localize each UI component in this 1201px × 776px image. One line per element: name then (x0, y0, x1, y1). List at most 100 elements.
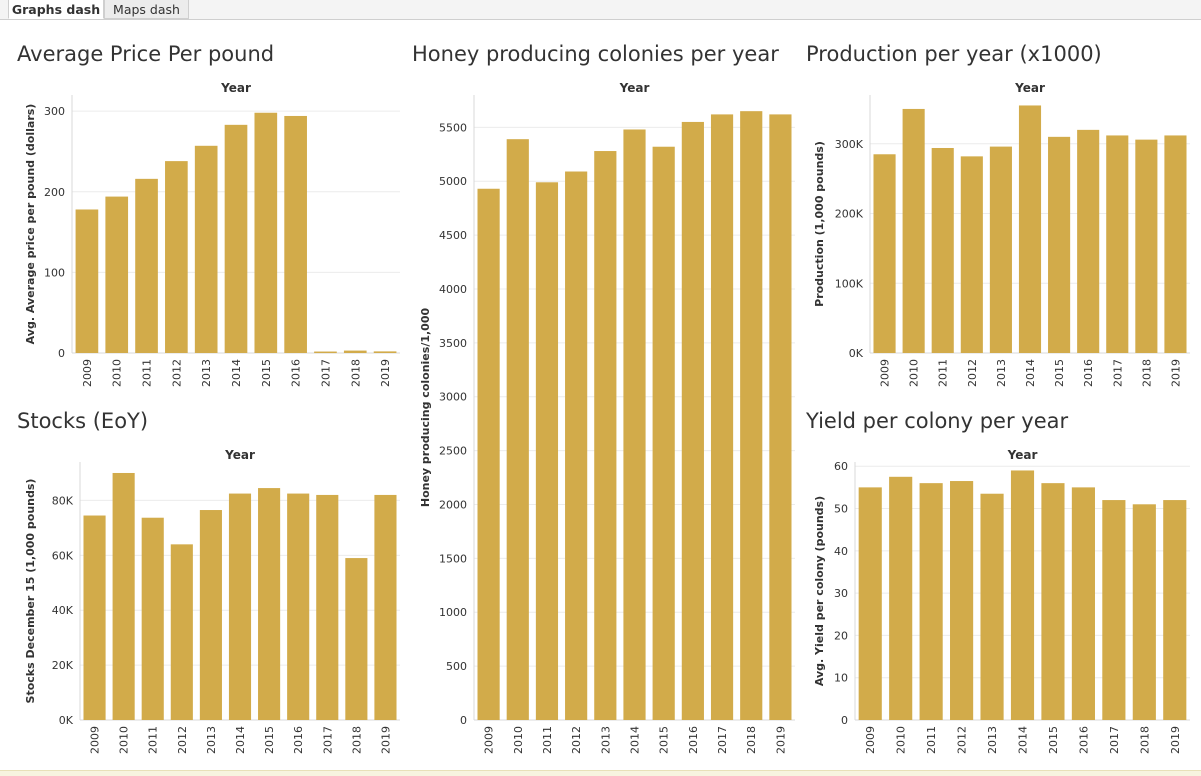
y-tick-label: 40K (52, 604, 74, 617)
x-tick-label: 2018 (349, 359, 362, 387)
bar-2018 (343, 350, 367, 353)
bar-2017 (1106, 135, 1129, 353)
x-tick-label: 2014 (629, 726, 642, 754)
y-tick-label: 40 (834, 545, 848, 558)
column-header: Year (1007, 448, 1038, 462)
x-tick-label: 2014 (1024, 359, 1037, 387)
x-tick-label: 2013 (200, 359, 213, 387)
x-tick-label: 2010 (908, 359, 921, 387)
bar-2018 (740, 111, 763, 720)
bar-2015 (1041, 483, 1065, 720)
bar-2015 (652, 146, 675, 721)
y-tick-label: 3000 (439, 391, 467, 404)
x-tick-label: 2017 (321, 726, 334, 754)
x-tick-label: 2012 (966, 359, 979, 387)
y-tick-label: 200K (835, 208, 864, 221)
x-tick-label: 2017 (1108, 726, 1121, 754)
bar-2013 (980, 493, 1004, 720)
x-tick-label: 2009 (89, 726, 102, 754)
x-tick-label: 2019 (774, 726, 787, 754)
bar-2017 (1102, 500, 1126, 720)
x-tick-label: 2011 (541, 726, 554, 754)
x-tick-label: 2016 (292, 726, 305, 754)
x-tick-label: 2010 (118, 726, 131, 754)
y-tick-label: 20K (52, 659, 74, 672)
x-tick-label: 2010 (111, 359, 124, 387)
tab-maps-dash[interactable]: Maps dash (104, 0, 189, 19)
column-header: Year (619, 81, 650, 95)
y-tick-label: 200 (44, 186, 65, 199)
x-tick-label: 2016 (687, 726, 700, 754)
y-tick-label: 2500 (439, 445, 467, 458)
bar-2019 (1163, 500, 1187, 720)
y-tick-label: 500 (446, 660, 467, 673)
x-tick-label: 2012 (170, 359, 183, 387)
bar-2014 (623, 129, 646, 720)
x-tick-label: 2015 (260, 359, 273, 387)
y-axis-label: Stocks December 15 (1,000 pounds) (24, 479, 37, 704)
x-tick-label: 2014 (1017, 726, 1030, 754)
x-tick-label: 2015 (658, 726, 671, 754)
y-axis-label: Avg. Yield per colony (pounds) (813, 496, 826, 686)
x-tick-label: 2012 (570, 726, 583, 754)
tab-graphs-dash[interactable]: Graphs dash (8, 0, 104, 19)
bar-2014 (1010, 470, 1035, 720)
y-tick-label: 0 (58, 347, 65, 360)
x-tick-label: 2009 (864, 726, 877, 754)
panel-title-production: Production per year (x1000) (806, 42, 1102, 66)
x-tick-label: 2019 (1169, 359, 1182, 387)
bar-2015 (254, 112, 278, 353)
bar-2009 (83, 515, 106, 720)
chart-stocks-eoy: 0K 20K 40K 60K 80K Year Stocks December 15 (1,… (24, 448, 400, 754)
x-tick-label: 2012 (956, 726, 969, 754)
bar-2016 (1071, 487, 1095, 720)
y-tick-label: 20 (834, 629, 848, 642)
x-tick-label: 2019 (379, 726, 392, 754)
bottom-status-strip (0, 770, 1201, 776)
x-tick-label: 2018 (1140, 359, 1153, 387)
bar-2015 (1048, 136, 1071, 353)
bar-2011 (135, 178, 158, 353)
bar-2009 (477, 188, 500, 720)
column-header: Year (224, 448, 255, 462)
bar-2016 (287, 493, 310, 720)
x-tick-label: 2013 (986, 726, 999, 754)
bar-2016 (284, 115, 307, 354)
bar-2014 (228, 493, 252, 720)
y-tick-label: 50 (834, 503, 848, 516)
bar-2019 (769, 114, 792, 721)
panel-title-price: Average Price Per pound (17, 42, 275, 66)
bar-2015 (258, 488, 281, 720)
panel-title-yield: Yield per colony per year (806, 409, 1069, 433)
bar-2012 (165, 161, 188, 353)
bar-2009 (873, 154, 896, 353)
x-tick-label: 2011 (147, 726, 160, 754)
y-tick-label: 100K (835, 277, 864, 290)
x-tick-label: 2015 (1053, 359, 1066, 387)
chart-production-per-year: 0K 100K 200K 300K Year Production (1,000 poun… (813, 81, 1190, 387)
x-tick-label: 2011 (141, 359, 154, 387)
x-tick-label: 2015 (1047, 726, 1060, 754)
x-tick-label: 2009 (81, 359, 94, 387)
x-tick-label: 2016 (1077, 726, 1090, 754)
y-axis-label: Production (1,000 pounds) (813, 141, 826, 307)
bar-2013 (594, 151, 617, 720)
x-tick-label: 2012 (176, 726, 189, 754)
bar-2018 (1132, 504, 1156, 720)
bar-2017 (710, 114, 734, 721)
y-tick-label: 4000 (439, 283, 467, 296)
bar-2019 (1164, 135, 1187, 353)
y-tick-label: 100 (44, 266, 65, 279)
bar-2012 (960, 156, 983, 353)
x-tick-label: 2009 (879, 359, 892, 387)
bar-2011 (919, 483, 943, 720)
column-header: Year (220, 81, 251, 95)
y-tick-label: 3500 (439, 337, 467, 350)
bar-2009 (75, 209, 99, 353)
bar-2009 (858, 487, 882, 720)
x-tick-label: 2018 (745, 726, 758, 754)
y-tick-label: 0K (849, 347, 864, 360)
y-tick-label: 300 (44, 105, 65, 118)
y-tick-label: 80K (52, 494, 74, 507)
bar-2017 (316, 494, 339, 720)
